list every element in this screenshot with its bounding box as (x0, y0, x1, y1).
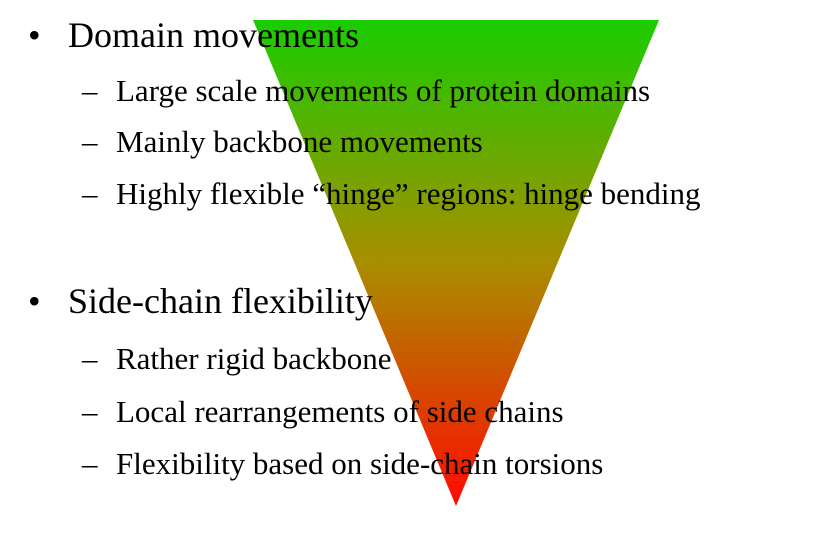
dash-marker: – (82, 124, 98, 159)
list-item-text: Large scale movements of protein domains (116, 73, 651, 108)
list-item: – Flexibility based on side-chain torsion… (82, 448, 603, 479)
list-item: – Mainly backbone movements (82, 126, 483, 157)
dash-marker: – (82, 394, 98, 429)
list-item: – Large scale movements of protein domain… (82, 75, 650, 106)
list-item-text: Flexibility based on side-chain torsions (116, 446, 604, 481)
dash-marker: – (82, 176, 98, 211)
dash-marker: – (82, 446, 98, 481)
list-item-text: Rather rigid backbone (116, 341, 392, 376)
list-item-text: Local rearrangements of side chains (116, 394, 564, 429)
heading-text: Domain movements (68, 15, 359, 55)
list-item-text: Mainly backbone movements (116, 124, 483, 159)
list-item: – Rather rigid backbone (82, 343, 391, 374)
bullet-marker: • (28, 15, 41, 55)
bullet-marker: • (28, 281, 41, 321)
section-heading-domain-movements: • Domain movements (28, 17, 359, 53)
list-item: – Local rearrangements of side chains (82, 396, 564, 427)
list-item: – Highly flexible “hinge” regions: hinge … (82, 178, 701, 209)
list-item-text: Highly flexible “hinge” regions: hinge b… (116, 176, 701, 211)
dash-marker: – (82, 73, 98, 108)
section-heading-side-chain-flexibility: • Side-chain flexibility (28, 283, 373, 319)
dash-marker: – (82, 341, 98, 376)
heading-text: Side-chain flexibility (68, 281, 373, 321)
